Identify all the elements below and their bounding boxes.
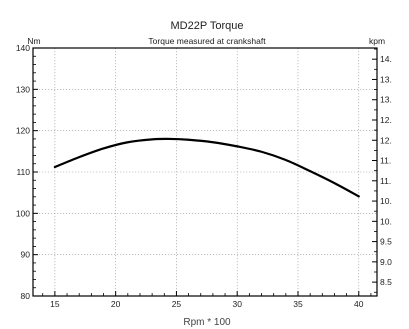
x-tick-label: 40 (354, 299, 364, 309)
grid (33, 48, 377, 296)
x-tick-label: 20 (111, 299, 121, 309)
right-axis: 8.5 9.0 9.5 10. 10. 11. 11. 12. 12. 13. 13. 14. (372, 48, 392, 293)
left-tick-label: 130 (16, 84, 30, 94)
right-tick-label: 8.5 (380, 277, 392, 287)
left-tick-label: 110 (16, 167, 30, 177)
right-tick-label: 10. (380, 196, 392, 206)
chart-subtitle: Torque measured at crankshaft (148, 36, 266, 46)
x-tick-label: 30 (232, 299, 242, 309)
right-tick-label: 12. (380, 135, 392, 145)
right-tick-label: 11. (380, 156, 391, 166)
x-tick-label: 15 (50, 299, 60, 309)
x-tick-label: 35 (293, 299, 303, 309)
right-tick-label: 9.5 (380, 237, 392, 247)
x-axis-label: Rpm * 100 (183, 317, 231, 328)
series-layer (53, 137, 360, 198)
left-unit-label: Nm (27, 36, 40, 46)
left-tick-label: 100 (16, 208, 30, 218)
right-tick-label: 10. (380, 216, 392, 226)
right-tick-label: 11. (380, 176, 391, 186)
right-tick-label: 12. (380, 115, 392, 125)
bottom-axis: 15 20 25 30 35 40 (42, 291, 372, 309)
right-tick-label: 13. (380, 95, 392, 105)
right-tick-label: 14. (380, 54, 392, 64)
left-tick-label: 140 (16, 43, 30, 53)
right-unit-label: kpm (369, 36, 385, 46)
right-tick-label: 9.0 (380, 257, 392, 267)
chart-title: MD22P Torque (171, 20, 244, 32)
torque-curve (53, 137, 360, 198)
right-tick-label: 13. (380, 74, 392, 84)
left-axis: 80 90 100 110 120 130 140 (16, 43, 38, 301)
left-tick-label: 90 (21, 250, 31, 260)
left-tick-label: 120 (16, 126, 30, 136)
left-tick-label: 80 (21, 291, 31, 301)
x-tick-label: 25 (172, 299, 182, 309)
